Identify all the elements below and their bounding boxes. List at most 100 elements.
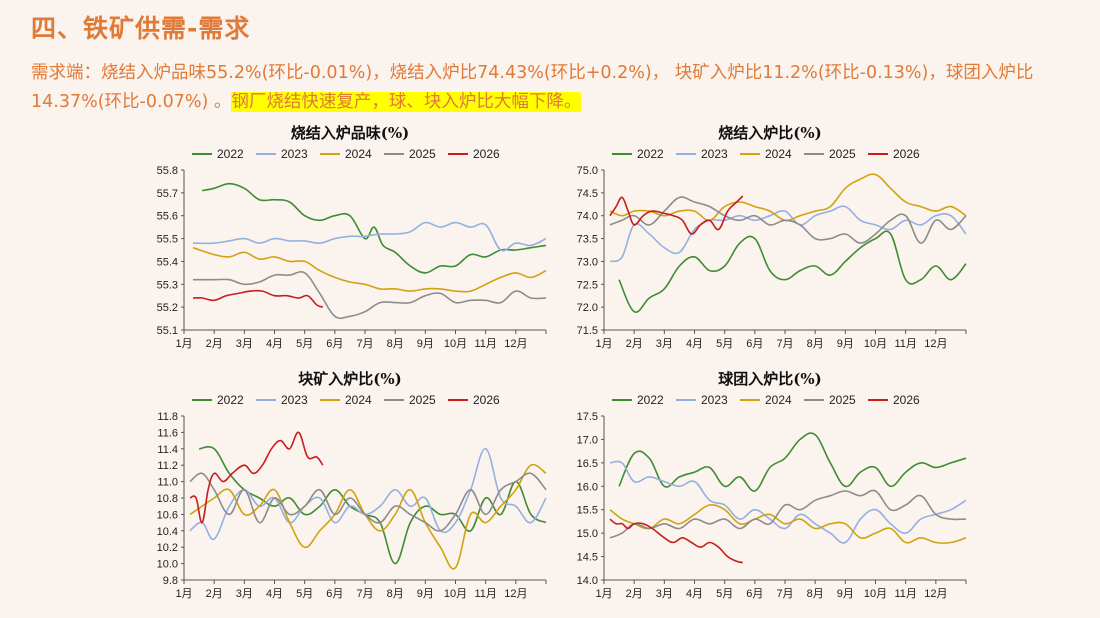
y-tick-label: 11.6 bbox=[157, 427, 178, 439]
x-tick-label: 7月 bbox=[776, 338, 793, 350]
x-tick-label: 9月 bbox=[837, 338, 854, 350]
y-tick-label: 10.4 bbox=[157, 526, 178, 538]
y-tick-label: 55.3 bbox=[157, 279, 178, 291]
y-tick-label: 55.7 bbox=[157, 188, 178, 200]
x-tick-label: 6月 bbox=[746, 588, 763, 600]
chart-title: 烧结入炉品味(%) bbox=[291, 124, 409, 142]
series-line-2025 bbox=[193, 271, 547, 320]
y-tick-label: 11.4 bbox=[157, 444, 178, 456]
x-tick-label: 10月 bbox=[444, 338, 467, 350]
x-tick-label: 4月 bbox=[266, 588, 283, 600]
legend-label: 2023 bbox=[281, 393, 308, 407]
series-line-2022 bbox=[201, 182, 547, 274]
series-line-2025 bbox=[609, 489, 967, 539]
legend-item-2023: 2023 bbox=[676, 393, 728, 407]
legend-label: 2024 bbox=[345, 147, 372, 161]
y-tick-label: 11.8 bbox=[157, 411, 178, 423]
legend-label: 2022 bbox=[637, 393, 664, 407]
x-tick-label: 3月 bbox=[236, 338, 253, 350]
y-tick-label: 73.0 bbox=[577, 256, 598, 268]
x-tick-label: 11月 bbox=[474, 338, 496, 350]
legend-item-2024: 2024 bbox=[320, 393, 372, 407]
legend-label: 2026 bbox=[473, 147, 500, 161]
x-tick-label: 9月 bbox=[417, 338, 434, 350]
chart-svg: 烧结入炉品味(%) 2022 2023 2024 2025 2026 55.1 55.2 55.… bbox=[157, 124, 547, 350]
x-tick-label: 1月 bbox=[595, 588, 612, 600]
x-tick-label: 4月 bbox=[686, 338, 703, 350]
x-tick-label: 1月 bbox=[175, 588, 192, 600]
summary-main: 需求端：烧结入炉品味55.2%(环比-0.01%)，烧结入炉比74.43%(环比… bbox=[31, 63, 1034, 112]
x-tick-label: 2月 bbox=[626, 588, 643, 600]
x-tick-label: 6月 bbox=[746, 338, 763, 350]
legend-item-2022: 2022 bbox=[192, 393, 244, 407]
y-tick-label: 17.5 bbox=[577, 411, 598, 423]
y-tick-label: 15.5 bbox=[577, 505, 598, 517]
legend-item-2023: 2023 bbox=[256, 393, 308, 407]
legend-item-2025: 2025 bbox=[804, 393, 856, 407]
legend-label: 2026 bbox=[473, 393, 500, 407]
y-tick-label: 74.5 bbox=[577, 188, 598, 200]
x-tick-label: 3月 bbox=[656, 338, 673, 350]
y-tick-label: 55.2 bbox=[157, 302, 178, 314]
y-tick-label: 16.5 bbox=[577, 458, 598, 470]
x-tick-label: 5月 bbox=[716, 338, 733, 350]
y-tick-label: 74.0 bbox=[577, 211, 598, 223]
chart-sinter-grade: 烧结入炉品味(%) 2022 2023 2024 2025 2026 55.1 55.2 55.… bbox=[140, 120, 560, 360]
x-tick-label: 8月 bbox=[807, 338, 824, 350]
legend-item-2025: 2025 bbox=[384, 147, 436, 161]
x-tick-label: 3月 bbox=[236, 588, 253, 600]
chart-pellet-ratio: 球团入炉比(%) 2022 2023 2024 2025 2026 14.0 14.5 15.0… bbox=[560, 366, 980, 610]
legend-item-2024: 2024 bbox=[740, 393, 792, 407]
y-tick-label: 72.0 bbox=[577, 302, 598, 314]
legend-label: 2022 bbox=[217, 393, 244, 407]
legend-item-2022: 2022 bbox=[612, 147, 664, 161]
series-line-2024 bbox=[192, 246, 547, 293]
x-tick-label: 7月 bbox=[356, 338, 373, 350]
x-tick-label: 5月 bbox=[716, 588, 733, 600]
legend-label: 2023 bbox=[281, 147, 308, 161]
y-tick-label: 55.1 bbox=[157, 325, 178, 337]
x-tick-label: 12月 bbox=[924, 338, 947, 350]
legend-label: 2024 bbox=[345, 393, 372, 407]
legend-label: 2025 bbox=[409, 147, 436, 161]
x-tick-label: 5月 bbox=[296, 338, 313, 350]
x-tick-label: 1月 bbox=[595, 338, 612, 350]
legend-item-2022: 2022 bbox=[612, 393, 664, 407]
y-tick-label: 71.5 bbox=[577, 325, 598, 337]
y-tick-label: 10.2 bbox=[157, 542, 178, 554]
legend-label: 2026 bbox=[893, 393, 920, 407]
series-line-2023 bbox=[189, 448, 547, 541]
legend-label: 2025 bbox=[409, 393, 436, 407]
chart-title: 球团入炉比(%) bbox=[718, 370, 821, 388]
x-tick-label: 4月 bbox=[686, 588, 703, 600]
x-tick-label: 9月 bbox=[837, 588, 854, 600]
x-tick-label: 1月 bbox=[175, 338, 192, 350]
series-line-2022 bbox=[618, 230, 967, 314]
x-tick-label: 11月 bbox=[894, 338, 916, 350]
legend-label: 2024 bbox=[765, 147, 792, 161]
x-tick-label: 9月 bbox=[417, 588, 434, 600]
legend-label: 2024 bbox=[765, 393, 792, 407]
x-tick-label: 6月 bbox=[326, 588, 343, 600]
x-tick-label: 11月 bbox=[894, 588, 916, 600]
series-line-2026 bbox=[192, 289, 324, 308]
chart-svg: 球团入炉比(%) 2022 2023 2024 2025 2026 14.0 14.5 15.0… bbox=[577, 370, 967, 600]
x-tick-label: 10月 bbox=[864, 338, 887, 350]
x-tick-label: 10月 bbox=[444, 588, 467, 600]
chart-svg: 块矿入炉比(%) 2022 2023 2024 2025 2026 9.8 10.0 10.2 1… bbox=[157, 370, 547, 600]
series-line-2022 bbox=[618, 432, 967, 492]
x-tick-label: 3月 bbox=[656, 588, 673, 600]
legend-item-2022: 2022 bbox=[192, 147, 244, 161]
series-line-2023 bbox=[192, 221, 547, 252]
x-tick-label: 10月 bbox=[864, 588, 887, 600]
legend-item-2025: 2025 bbox=[384, 393, 436, 407]
x-tick-label: 8月 bbox=[387, 338, 404, 350]
chart-title: 块矿入炉比(%) bbox=[298, 370, 401, 388]
y-tick-label: 55.6 bbox=[157, 211, 178, 223]
legend-item-2024: 2024 bbox=[740, 147, 792, 161]
y-tick-label: 14.0 bbox=[577, 575, 598, 587]
series-line-2023 bbox=[609, 460, 967, 544]
chart-lump-ore-ratio: 块矿入炉比(%) 2022 2023 2024 2025 2026 9.8 10.0 10.2 1… bbox=[140, 366, 560, 610]
y-tick-label: 10.6 bbox=[157, 509, 178, 521]
legend-label: 2022 bbox=[217, 147, 244, 161]
